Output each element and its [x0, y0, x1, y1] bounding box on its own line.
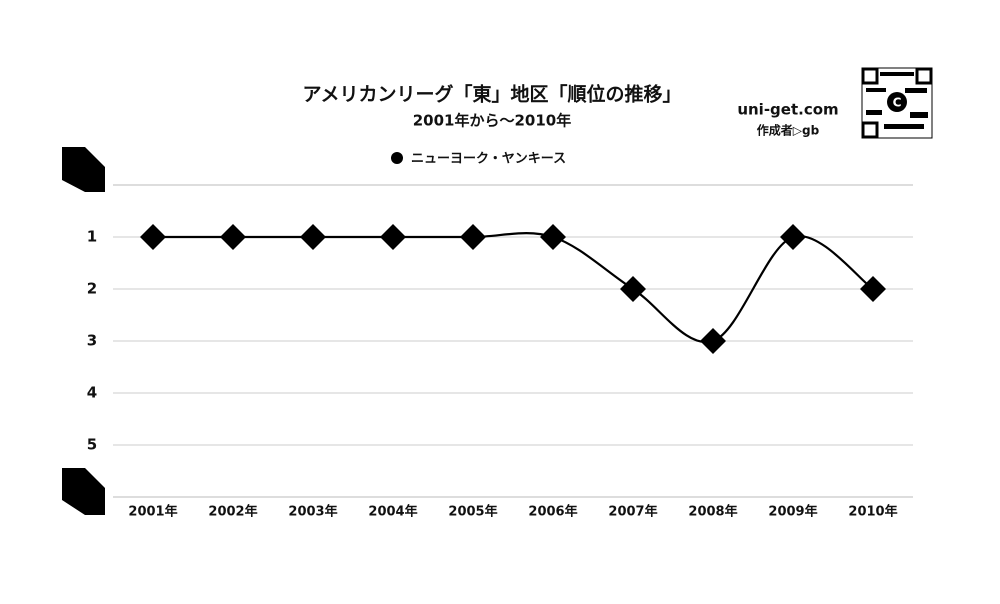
point-marker — [620, 276, 646, 302]
x-tick-label: 2008年 — [688, 504, 737, 520]
brand: uni-get.com — [737, 101, 838, 119]
qr-code: C — [861, 67, 933, 139]
point-marker — [140, 224, 166, 250]
point-marker — [220, 224, 246, 250]
point-marker — [300, 224, 326, 250]
author: 作成者▷gb — [757, 123, 820, 138]
chart-subtitle: 2001年から～2010年 — [413, 112, 572, 130]
y-tick-label: 5 — [87, 436, 97, 454]
x-tick-label: 2005年 — [448, 504, 497, 520]
y-tick-label: 3 — [87, 332, 97, 350]
x-tick-label: 2004年 — [368, 504, 417, 520]
corner-decoration — [62, 147, 105, 515]
y-tick-label: 2 — [87, 280, 97, 298]
x-tick-label: 2010年 — [848, 504, 897, 520]
y-tick-label: 4 — [87, 384, 97, 402]
y-tick-label: 1 — [87, 228, 97, 246]
point-marker — [860, 276, 886, 302]
point-marker — [380, 224, 406, 250]
point-marker — [540, 224, 566, 250]
point-marker — [460, 224, 486, 250]
x-tick-label: 2003年 — [288, 504, 337, 520]
x-tick-label: 2006年 — [528, 504, 577, 520]
point-marker — [700, 328, 726, 354]
chart-title: アメリカンリーグ「東」地区「順位の推移」 — [302, 83, 681, 106]
series-line — [153, 232, 874, 344]
x-tick-label: 2001年 — [128, 504, 177, 520]
x-tick-label: 2009年 — [768, 504, 817, 520]
svg-text:C: C — [893, 96, 902, 110]
x-tick-label: 2002年 — [208, 504, 257, 520]
x-tick-label: 2007年 — [608, 504, 657, 520]
legend-label: ニューヨーク・ヤンキース — [411, 152, 566, 167]
point-marker — [780, 224, 806, 250]
legend-marker — [391, 152, 403, 164]
